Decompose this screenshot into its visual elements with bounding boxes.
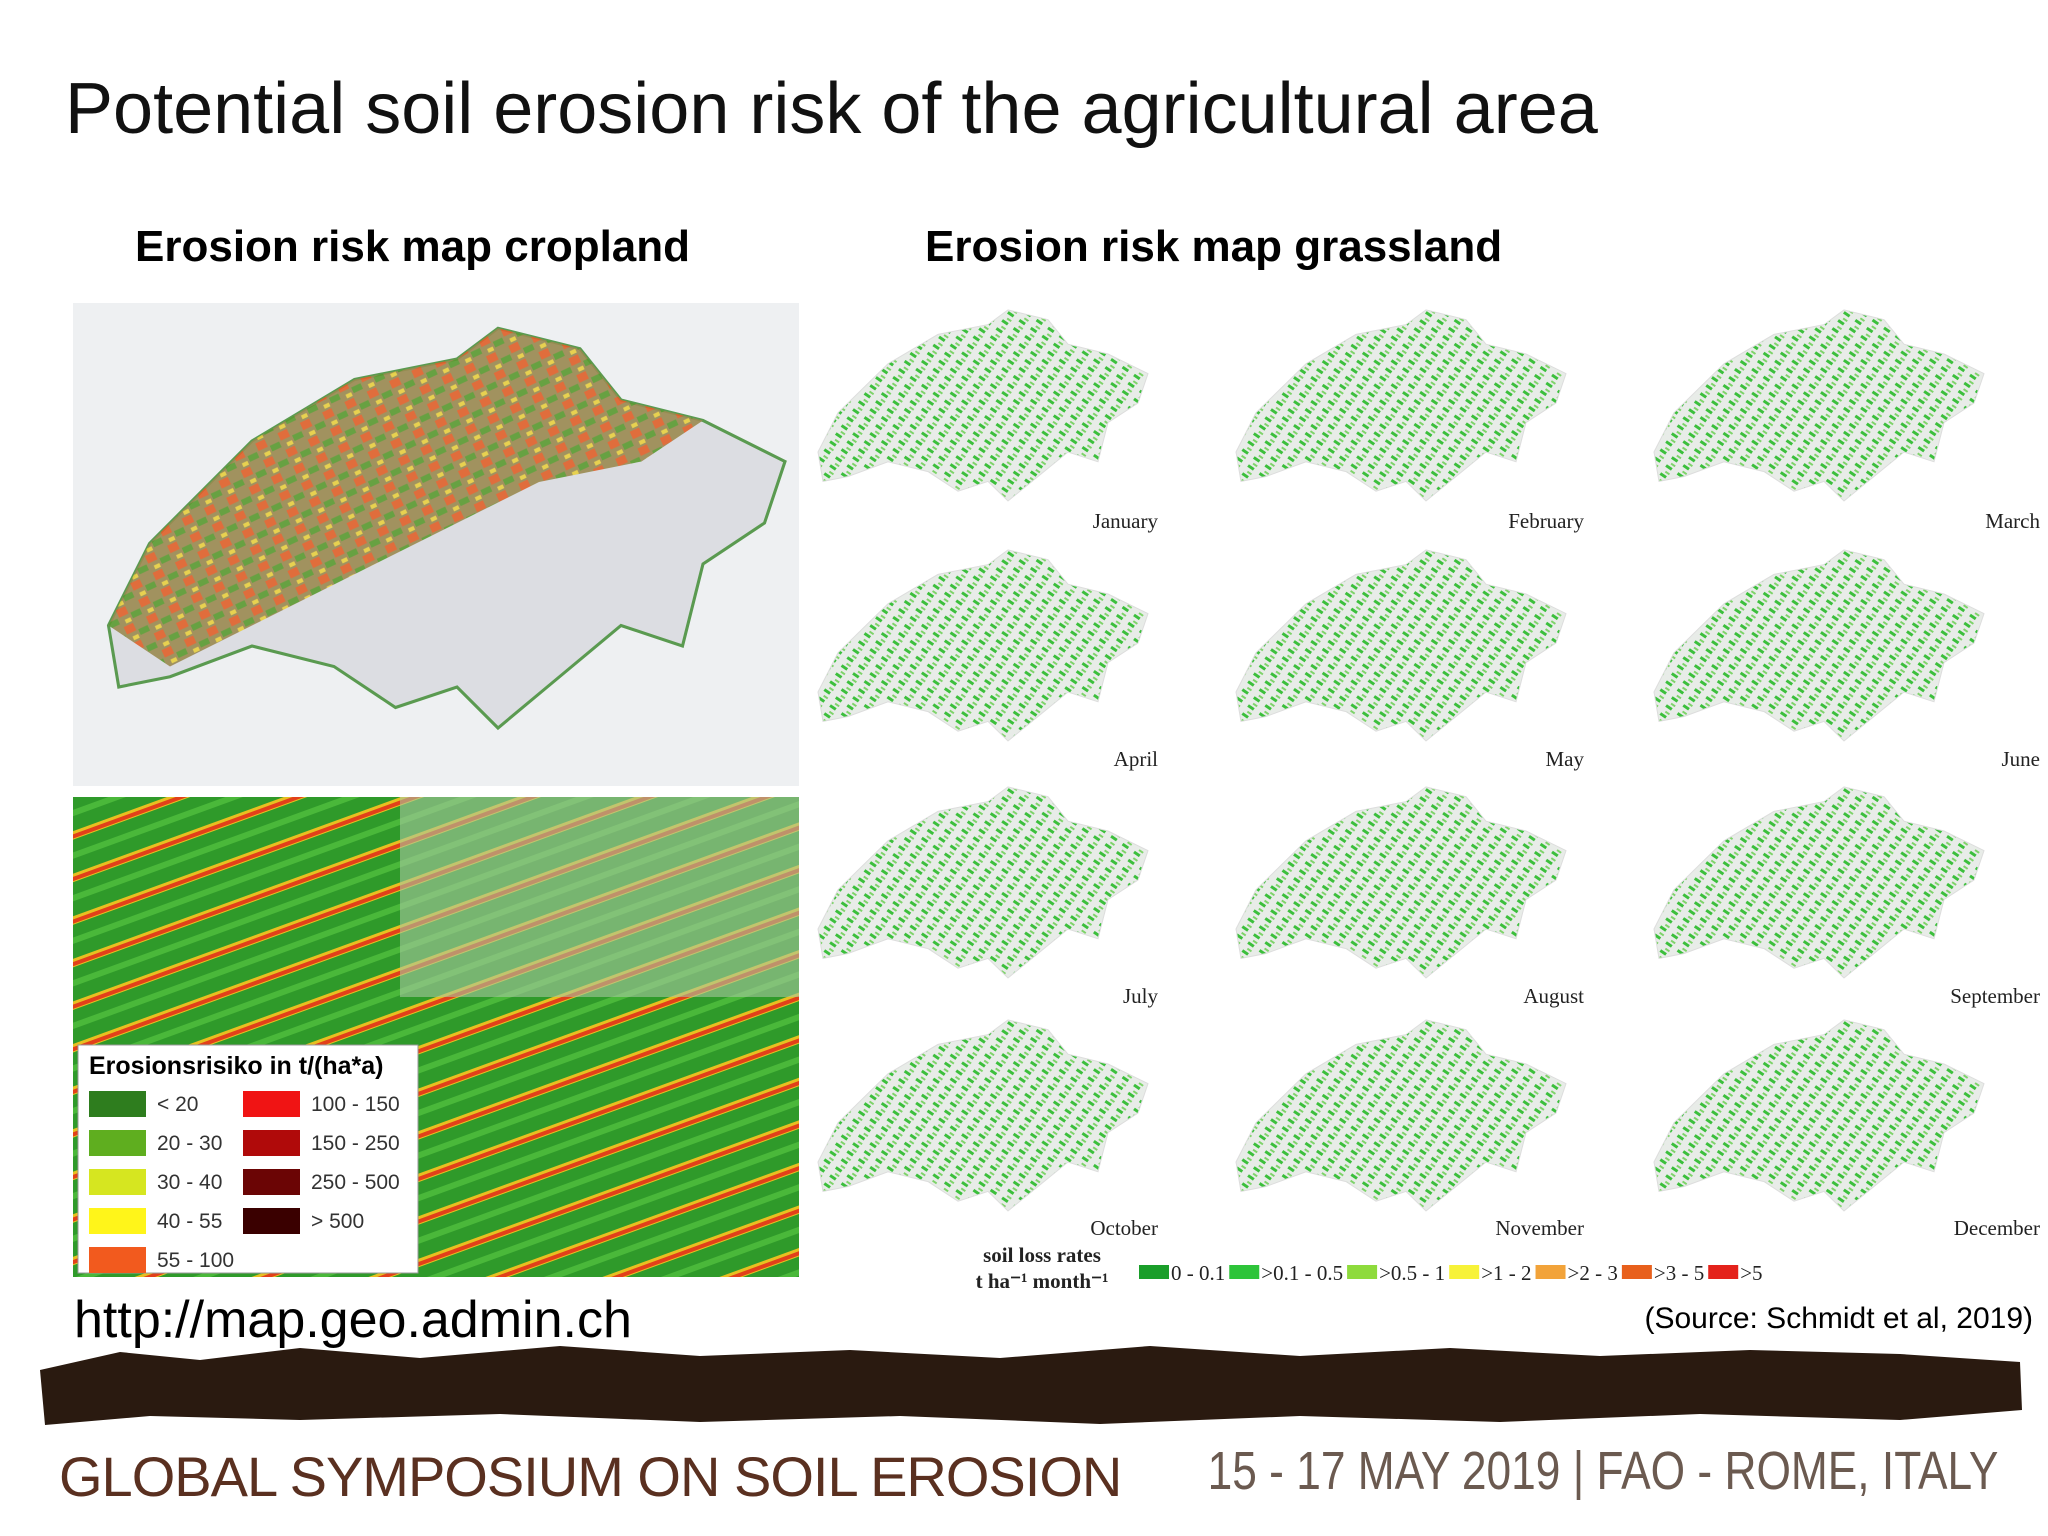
grassland-heading: Erosion risk map grassland [925, 222, 1503, 271]
month-map [1653, 1019, 1985, 1212]
detail-map-area [400, 797, 799, 997]
legend-box [77, 1044, 419, 1274]
legend-label: >2 - 3 [1568, 1261, 1618, 1285]
month-label: February [1508, 509, 1584, 533]
legend-swatch [1449, 1265, 1480, 1279]
legend-label: 150 - 250 [311, 1132, 400, 1155]
legend-label: >5 [1740, 1261, 1762, 1285]
legend-swatch [1139, 1265, 1169, 1279]
month-label: September [1950, 984, 2040, 1008]
slide-title: Potential soil erosion risk of the agric… [65, 69, 1598, 149]
map-url[interactable]: http://map.geo.admin.ch [74, 1291, 632, 1349]
legend-swatch [89, 1091, 146, 1117]
month-label: January [1093, 509, 1159, 533]
month-map [1235, 549, 1567, 742]
legend-swatch [243, 1169, 300, 1195]
switzerland-shape [1235, 1019, 1567, 1212]
month-map [1235, 786, 1567, 979]
month-map [1235, 1019, 1567, 1212]
legend-swatch [1621, 1265, 1652, 1279]
legend-swatch [89, 1169, 146, 1195]
legend-swatch [1708, 1265, 1739, 1279]
month-map [817, 1019, 1149, 1212]
legend-label: >0.1 - 0.5 [1261, 1261, 1343, 1285]
month-label: March [1985, 509, 2040, 533]
cropland-map [106, 326, 787, 730]
legend-swatch [243, 1130, 300, 1156]
month-map [1653, 309, 1985, 502]
switzerland-shape [1653, 1019, 1985, 1212]
legend-swatch [1229, 1265, 1260, 1279]
month-map [817, 786, 1149, 979]
switzerland-shape [817, 309, 1149, 502]
legend-swatch [1535, 1265, 1566, 1279]
month-map [1235, 309, 1567, 502]
month-label: December [1954, 1216, 2040, 1240]
legend-title: t ha⁻¹ month⁻¹ [976, 1269, 1109, 1293]
switzerland-shape [1653, 786, 1985, 979]
month-label: October [1090, 1216, 1158, 1240]
footer-title: GLOBAL SYMPOSIUM ON SOIL EROSION [59, 1445, 1122, 1508]
month-label: April [1114, 747, 1158, 771]
source-note: (Source: Schmidt et al, 2019) [1644, 1302, 2033, 1335]
legend-label: >0.5 - 1 [1379, 1261, 1445, 1285]
month-map [817, 309, 1149, 502]
switzerland-shape [1653, 549, 1985, 742]
legend-label: 20 - 30 [157, 1132, 222, 1155]
switzerland-shape [817, 1019, 1149, 1212]
legend-swatch [89, 1130, 146, 1156]
legend-label: 55 - 100 [157, 1249, 234, 1272]
legend-label: 40 - 55 [157, 1210, 222, 1233]
legend-title: Erosionsrisiko in t/(ha*a) [89, 1052, 384, 1080]
legend-swatch [243, 1091, 300, 1117]
legend-label: 30 - 40 [157, 1171, 222, 1194]
month-label: November [1495, 1216, 1584, 1240]
footer-date: 15 - 17 MAY 2019 | FAO - ROME, ITALY [1207, 1441, 1998, 1501]
switzerland-shape [1235, 786, 1567, 979]
legend-label: > 500 [311, 1210, 364, 1233]
switzerland-shape [1235, 309, 1567, 502]
legend-label: 100 - 150 [311, 1093, 400, 1116]
legend-swatch [89, 1247, 146, 1273]
soil-band [40, 1346, 2022, 1425]
legend-label: >3 - 5 [1654, 1261, 1704, 1285]
legend-title: soil loss rates [983, 1243, 1101, 1267]
month-map [1653, 549, 1985, 742]
legend-label: 0 - 0.1 [1171, 1261, 1225, 1285]
month-map [817, 549, 1149, 742]
legend-swatch [1347, 1265, 1378, 1279]
legend-label: < 20 [157, 1093, 198, 1116]
month-label: August [1523, 984, 1584, 1008]
legend-swatch [89, 1208, 146, 1234]
month-label: July [1123, 984, 1159, 1008]
legend-swatch [243, 1208, 300, 1234]
switzerland-shape [1235, 549, 1567, 742]
month-label: June [2002, 747, 2041, 771]
month-label: May [1546, 747, 1585, 771]
cropland-heading: Erosion risk map cropland [135, 222, 691, 271]
month-map [1653, 786, 1985, 979]
legend-label: 250 - 500 [311, 1171, 400, 1194]
switzerland-shape [817, 786, 1149, 979]
legend-label: >1 - 2 [1481, 1261, 1531, 1285]
switzerland-shape [1653, 309, 1985, 502]
switzerland-shape [817, 549, 1149, 742]
